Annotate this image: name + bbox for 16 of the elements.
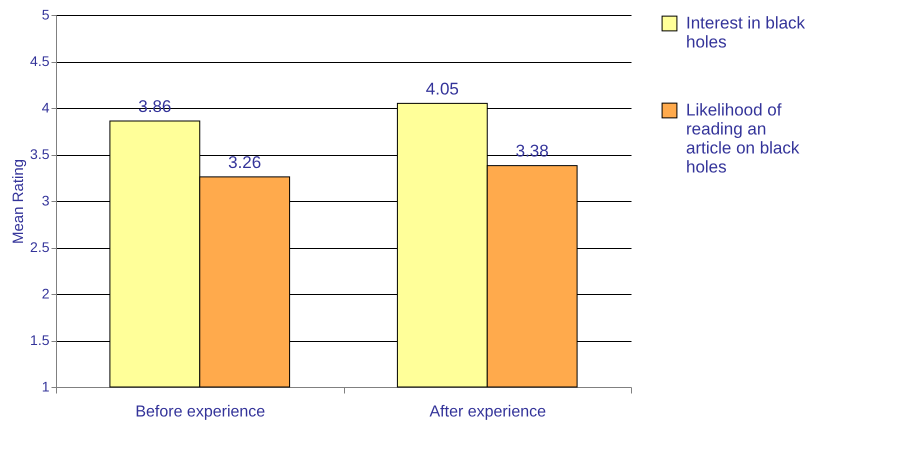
- y-tick-label: 3.5: [30, 146, 50, 162]
- x-tick-label: After experience: [429, 404, 546, 420]
- y-axis-title: Mean Rating: [10, 158, 28, 244]
- legend-label: Likelihood of reading an article on black holes: [686, 100, 800, 176]
- y-tick-label: 4.5: [30, 53, 50, 69]
- y-tick-label: 3: [42, 192, 50, 208]
- y-tick-label: 2: [42, 286, 50, 302]
- y-tick-label: 2.5: [30, 239, 50, 255]
- x-tick-label: Before experience: [135, 404, 266, 420]
- data-label: 3.26: [228, 152, 262, 172]
- y-tick-label: 5: [42, 6, 50, 22]
- legend-label: Interest in black holes: [686, 14, 806, 52]
- y-tick-label: 1.5: [30, 332, 50, 348]
- y-tick-label: 4: [42, 100, 50, 116]
- y-tick-label: 1: [42, 378, 50, 394]
- data-label: 4.05: [426, 79, 459, 98]
